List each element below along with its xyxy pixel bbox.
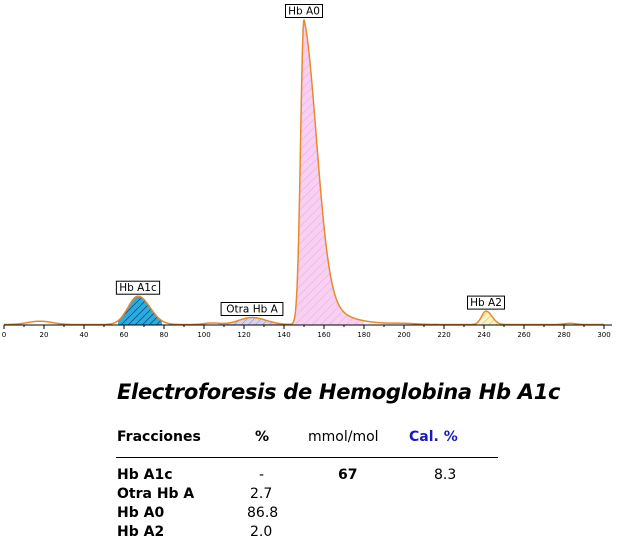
x-tick-label: 260 xyxy=(517,331,530,339)
x-tick-label: 80 xyxy=(160,331,169,339)
header-divider xyxy=(116,457,498,458)
x-tick-label: 100 xyxy=(197,331,210,339)
results-title: Electroforesis de Hemoglobina Hb A1c xyxy=(117,380,561,404)
x-tick-label: 160 xyxy=(317,331,330,339)
peak-fill-hb-a0 xyxy=(292,19,364,325)
svg-text:Hb A1c: Hb A1c xyxy=(119,282,157,294)
x-tick-label: 140 xyxy=(277,331,290,339)
x-tick-label: 40 xyxy=(80,331,89,339)
row-mmol: 67 xyxy=(338,467,358,483)
x-tick-label: 120 xyxy=(237,331,250,339)
row-name: Otra Hb A xyxy=(117,486,195,502)
x-tick-label: 200 xyxy=(397,331,410,339)
svg-text:Hb A0: Hb A0 xyxy=(288,6,320,18)
header-fraction: Fracciones xyxy=(117,429,201,445)
x-tick-label: 180 xyxy=(357,331,370,339)
row-percent: 2.0 xyxy=(250,524,273,540)
x-tick-label: 20 xyxy=(40,331,49,339)
row-name: Hb A1c xyxy=(117,467,173,483)
row-percent: - xyxy=(259,467,265,483)
row-name: Hb A0 xyxy=(117,505,165,521)
svg-text:Hb A2: Hb A2 xyxy=(470,297,502,309)
peak-fills xyxy=(118,19,498,325)
electrophoresis-trace xyxy=(3,19,604,326)
row-name: Hb A2 xyxy=(117,524,165,540)
electrophoresis-chart: 0 20 40 60 80 100 120 140 160 180 200 220 240 260 280 3… xyxy=(2,4,612,339)
x-tick-label: 300 xyxy=(597,331,610,339)
x-axis-ticks: 0 20 40 60 80 100 120 140 160 180 200 220 240 260 280 3… xyxy=(2,325,611,339)
peak-label-hb-a0: Hb A0 xyxy=(285,4,323,18)
header-percent: % xyxy=(255,429,270,445)
row-percent: 2.7 xyxy=(250,486,273,502)
x-tick-label: 220 xyxy=(437,331,450,339)
peak-fill-otra-hb-a xyxy=(218,317,290,325)
row-percent: 86.8 xyxy=(247,505,279,521)
peak-label-hb-a1c: Hb A1c xyxy=(115,280,161,295)
x-tick-label: 240 xyxy=(477,331,490,339)
peak-label-otra-hb-a: Otra Hb A xyxy=(220,302,284,316)
x-tick-label: 280 xyxy=(557,331,570,339)
svg-text:Otra Hb A: Otra Hb A xyxy=(226,304,278,316)
x-tick-label: 60 xyxy=(120,331,129,339)
peak-fill-hb-a1c xyxy=(118,296,162,325)
peak-labels: Hb A1c Otra Hb A Hb A0 Hb A2 xyxy=(115,4,505,316)
x-tick-label: 0 xyxy=(2,331,6,339)
peak-label-hb-a2: Hb A2 xyxy=(467,295,505,310)
header-cal: Cal. % xyxy=(409,429,458,445)
row-cal: 8.3 xyxy=(434,467,457,483)
header-mmol: mmol/mol xyxy=(308,429,379,445)
